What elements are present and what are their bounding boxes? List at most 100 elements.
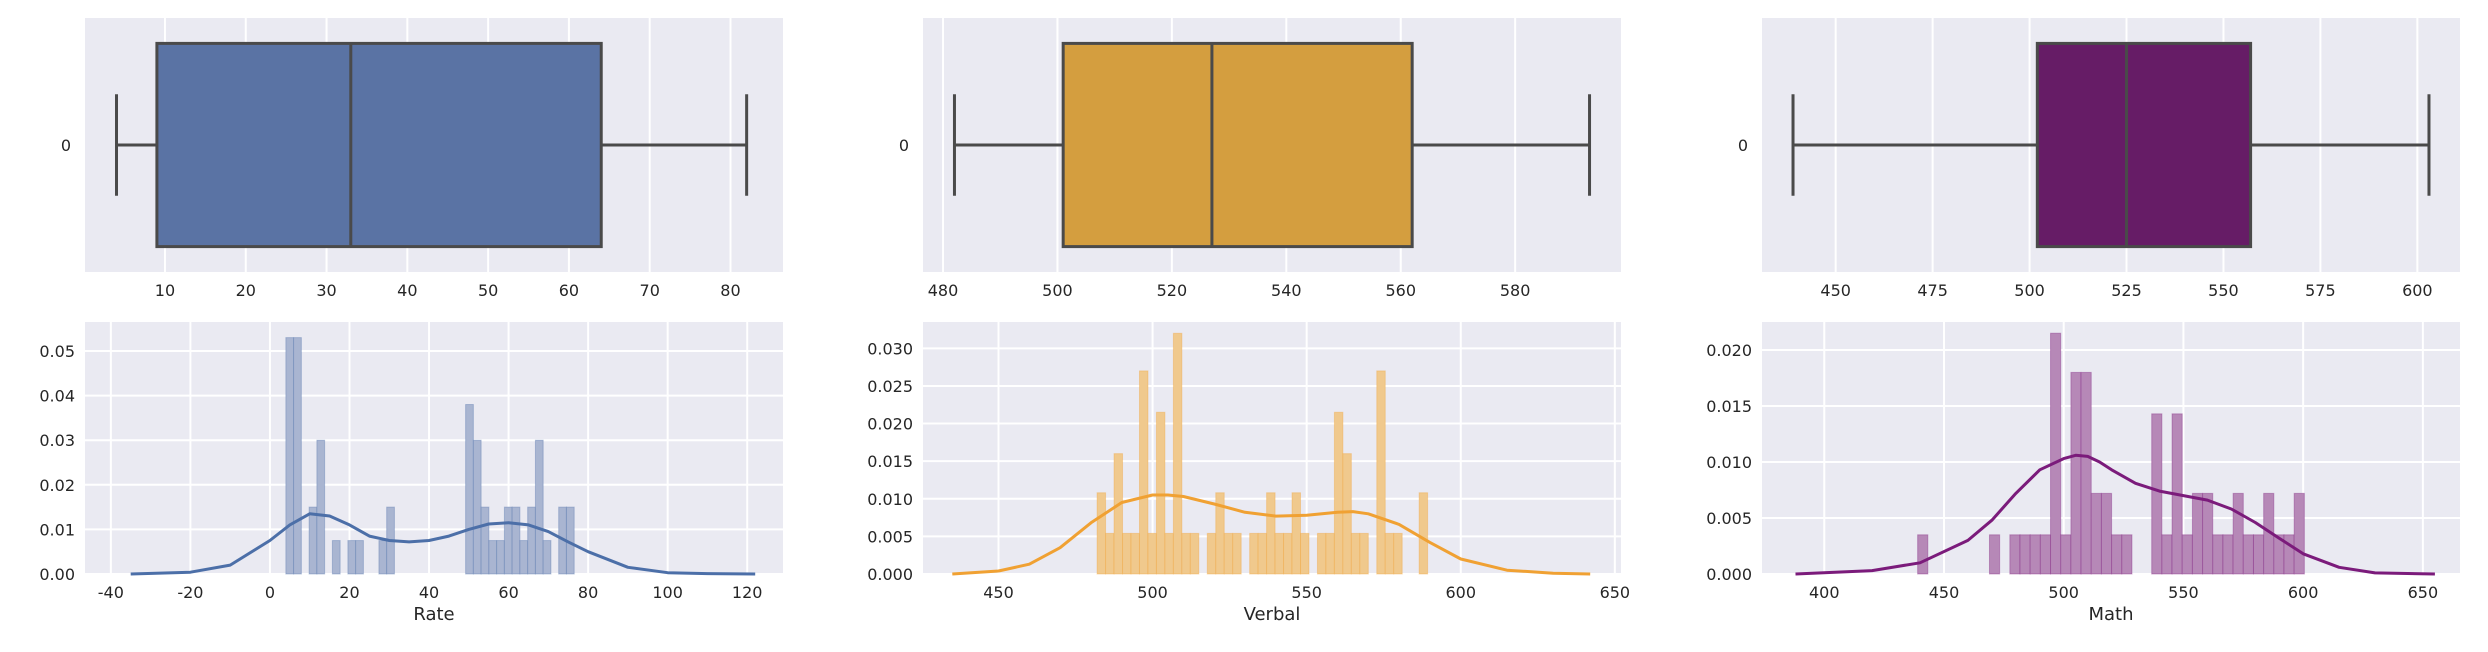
chart-4-hist-bar [1291,492,1302,575]
chart-4-hist-bar [1283,532,1293,575]
chart-4-hist-bar [1266,492,1276,575]
chart-5-hist-bar [2161,534,2173,575]
chart-5-ytick-label: 0.000 [1706,565,1752,584]
chart-4-ytick-label: 0.000 [867,565,913,584]
chart-5-hist-bar [2019,534,2031,575]
chart-3-xlabel: Rate [413,604,454,625]
chart-4-hist-bar [1316,532,1327,575]
chart-4-hist-bar [1274,532,1285,575]
chart-3-hist-bar [378,540,388,575]
chart-2-xtick-label: 575 [2305,281,2336,300]
chart-2-xtick-label: 450 [1820,281,1851,300]
chart-4-ytick-label: 0.025 [867,377,913,396]
chart-5-hist-bar [2191,492,2204,575]
chart-5-hist-bar [2252,534,2265,575]
chart-5-ytick-label: 0.005 [1706,509,1752,528]
chart-3-hist-bar [355,540,364,575]
chart-5-hist-bar [2009,534,2021,575]
chart-4-hist-bar [1376,370,1386,575]
chart-2-box [2035,41,2253,249]
chart-5-hist-bar [1988,534,2001,575]
chart-0-xtick-label: 40 [397,281,417,300]
chart-4-hist-bar [1155,411,1166,575]
chart-3-hist-bar [503,506,513,575]
chart-4-hist-bar [1359,532,1369,575]
chart-5-xtick-label: 650 [2408,583,2439,602]
chart-4-xtick-label: 500 [1137,583,1168,602]
chart-5-hist-bar [2202,492,2214,575]
chart-4-ytick-label: 0.030 [867,339,913,358]
chart-5-hist-bar [2070,371,2082,575]
chart-4-hist-bar [1147,532,1157,575]
chart-3-hist-bar [331,540,341,575]
chart-0-xtick-label: 80 [720,281,740,300]
chart-3-ytick-label: 0.01 [39,520,75,539]
chart-4-hist-bar [1384,532,1395,575]
chart-5-ytick-label: 0.010 [1706,453,1752,472]
chart-3-xtick-label: 80 [578,583,598,602]
chart-5-hist-bar [1917,534,1929,575]
chart-5-hist-bar [2212,534,2224,575]
chart-4-hist-bar [1096,492,1107,575]
chart-3-ytick-label: 0.00 [39,565,75,584]
chart-4-hist-bar [1172,332,1183,575]
chart-4-hist-bar [1418,492,1429,575]
chart-4-xtick-label: 450 [983,583,1014,602]
chart-3-xtick-label: -20 [177,583,203,602]
chart-5-hist-bar [2242,534,2254,575]
chart-3-hist-bar [496,540,505,575]
chart-5-hist-bar [2121,534,2133,575]
chart-5-hist-bar [2151,413,2163,575]
chart-4-hist-bar [1232,532,1242,575]
chart-3-hist-bar [527,506,536,575]
chart-5-hist-bar [2060,534,2072,575]
chart-3-xtick-label: 100 [652,583,683,602]
chart-4-hist-bar [1342,453,1352,575]
chart-4-hist-bar [1113,453,1124,575]
chart-1-xtick-label: 560 [1385,281,1416,300]
chart-3-hist-bar [542,540,552,575]
chart-5-hist-bar [2293,492,2305,575]
chart-3-ytick-label: 0.04 [39,387,75,406]
chart-1 [923,18,1621,272]
chart-5-xtick-label: 550 [2168,583,2199,602]
chart-3-ytick-label: 0.03 [39,431,75,450]
chart-4-hist-bar [1138,370,1149,575]
chart-3-xtick-label: 0 [265,583,275,602]
chart-2-xtick-label: 550 [2208,281,2239,300]
chart-4-hist-bar [1130,532,1140,575]
chart-3 [85,322,783,576]
chart-0 [85,18,783,272]
chart-3-xtick-label: 120 [732,583,763,602]
chart-1-xtick-label: 580 [1500,281,1531,300]
chart-3-hist-bar [472,439,482,575]
chart-1-xtick-label: 540 [1271,281,1302,300]
chart-5-hist-bar [2039,534,2052,575]
chart-0-xtick-label: 10 [155,281,175,300]
chart-0-box [155,41,603,249]
chart-5-xtick-label: 600 [2288,583,2319,602]
chart-2-xtick-label: 600 [2402,281,2433,300]
chart-5-xlabel: Math [2088,604,2133,625]
chart-2-ytick-label: 0 [1738,136,1748,155]
chart-4-ytick-label: 0.020 [867,415,913,434]
chart-2-xtick-label: 475 [1917,281,1948,300]
chart-5-hist-bar [2050,332,2062,575]
chart-5-hist-bar [2232,492,2244,575]
chart-5-kde-line [1795,453,2435,576]
chart-1-xtick-label: 520 [1157,281,1188,300]
chart-4-hist-bar [1223,532,1234,575]
chart-5-ytick-label: 0.015 [1706,397,1752,416]
chart-3-hist-bar [316,439,326,575]
chart-3-hist-bar [488,540,498,575]
chart-4-ytick-label: 0.010 [867,490,913,509]
chart-5-hist-bar [2181,534,2193,575]
chart-3-hist-bar [511,506,521,575]
chart-1-ytick-label: 0 [899,136,909,155]
chart-4-ytick-label: 0.005 [867,527,913,546]
chart-4-xtick-label: 650 [1600,583,1631,602]
chart-3-hist-bar [519,540,529,575]
chart-4-hist-bar [1325,532,1335,575]
chart-4-kde-line [952,493,1591,576]
